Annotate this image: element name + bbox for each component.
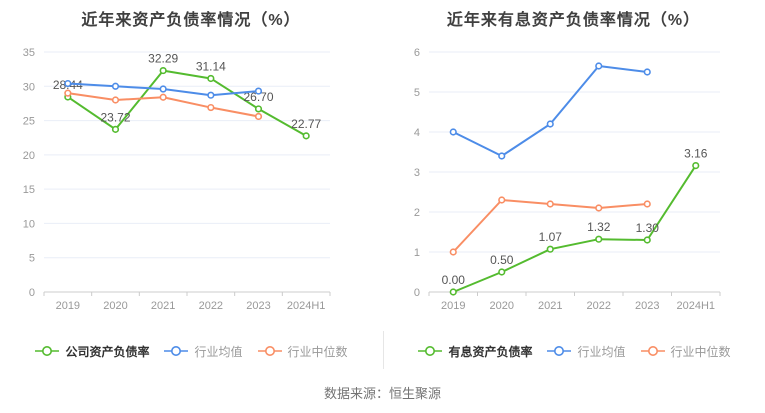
data-point-marker (111, 125, 120, 133)
legend-line-marker-icon (257, 346, 282, 356)
legend-line-marker-icon (640, 346, 665, 356)
legend-item-company-asset-liability-ratio[interactable]: 公司资产负债率 (34, 343, 149, 360)
legend-item-interest-bearing-ratio[interactable]: 有息资产负债率 (417, 343, 532, 360)
y-axis-label: 5 (414, 87, 420, 99)
data-point-marker (159, 85, 167, 93)
data-point-marker (546, 120, 554, 128)
data-point-marker (643, 68, 651, 76)
y-axis-label: 6 (414, 47, 420, 59)
data-point-marker (254, 87, 263, 95)
data-point-label: 22.77 (291, 117, 321, 131)
data-point-marker (111, 82, 120, 90)
chart-title-asset-liability: 近年来资产负债率情况（%） (81, 12, 301, 29)
data-point-marker (159, 66, 167, 75)
data-point-marker (643, 200, 651, 208)
data-point-label: 32.29 (148, 52, 178, 66)
legend-label: 行业均值 (194, 344, 243, 359)
line-chart-interest-bearing: 0 1 2 3 4 5 6 2019 2020 2021 2022 2023 2024H1 0.00 0.5… (414, 47, 721, 312)
data-point-label: 1.32 (587, 220, 611, 234)
data-point-marker (64, 89, 72, 97)
data-point-marker (643, 236, 651, 244)
data-point-label: 31.14 (196, 59, 226, 73)
legend-item-industry-average[interactable]: 行业均值 (546, 343, 626, 360)
data-point-label: 1.30 (636, 221, 660, 235)
legend-line-marker-icon (547, 346, 572, 356)
y-axis-label: 0 (29, 287, 35, 299)
data-point-marker (207, 103, 215, 112)
legend-divider (383, 331, 384, 369)
data-point-marker (692, 162, 700, 170)
legend-item-industry-average[interactable]: 行业均值 (163, 343, 243, 360)
line-chart-asset-liability: 0 5 10 15 20 25 30 35 2019 2020 2021 2022 2023 2024H1… (23, 47, 331, 312)
data-point-marker (498, 196, 506, 204)
data-point-marker (207, 74, 215, 83)
y-axis-label: 35 (23, 47, 35, 59)
x-axis-label: 2023 (635, 300, 659, 312)
y-axis-label: 15 (23, 184, 35, 196)
x-axis-label: 2021 (151, 300, 175, 312)
data-point-label: 3.16 (684, 147, 708, 161)
data-point-marker (254, 105, 263, 113)
legend-label: 行业中位数 (670, 344, 731, 359)
data-point-marker (449, 128, 457, 136)
legend-line-marker-icon (35, 346, 60, 356)
data-point-marker (595, 204, 603, 212)
data-point-marker (111, 96, 120, 104)
data-point-marker (449, 248, 457, 256)
y-axis-label: 30 (23, 81, 35, 93)
y-axis-label: 10 (23, 218, 35, 230)
legend-item-industry-median[interactable]: 行业中位数 (257, 343, 348, 360)
x-axis-label: 2022 (199, 300, 223, 312)
data-source-text: 数据来源：恒生聚源 (323, 386, 441, 401)
y-axis-label: 1 (414, 247, 420, 259)
data-point-marker (595, 235, 603, 243)
legend-line-marker-icon (164, 346, 189, 356)
y-axis-label: 5 (29, 253, 35, 265)
data-point-marker (302, 132, 310, 140)
x-axis-label: 2021 (538, 300, 562, 312)
legend-item-industry-median[interactable]: 行业中位数 (640, 343, 731, 360)
data-point-marker (595, 62, 603, 70)
x-axis-label: 2024H1 (676, 300, 715, 312)
legend-line-marker-icon (418, 346, 443, 356)
data-point-label: 1.07 (539, 230, 563, 244)
chart-title-interest-bearing: 近年来有息资产负债率情况（%） (446, 12, 701, 29)
x-axis-label: 2019 (56, 300, 80, 312)
data-point-marker (546, 245, 554, 253)
legend-interest-bearing: 有息资产负债率 行业均值 行业中位数 (383, 340, 765, 362)
data-point-marker (64, 79, 72, 88)
legend-label: 行业均值 (577, 344, 626, 359)
legend-label: 有息资产负债率 (448, 344, 533, 359)
x-axis-label: 2020 (103, 300, 127, 312)
y-axis-label: 4 (414, 127, 420, 139)
data-point-label: 0.00 (442, 273, 466, 287)
series-line (452, 164, 697, 293)
x-axis-label: 2023 (246, 300, 270, 312)
data-point-label: 0.50 (490, 253, 514, 267)
legend-label: 公司资产负债率 (65, 344, 150, 359)
y-axis-label: 3 (414, 167, 420, 179)
legend-label: 行业中位数 (287, 344, 348, 359)
y-axis-label: 2 (414, 207, 420, 219)
legend-asset-liability: 公司资产负债率 行业均值 行业中位数 (0, 340, 382, 362)
data-point-label: 23.72 (100, 110, 130, 124)
data-point-marker (159, 93, 167, 101)
series-line (66, 69, 308, 137)
data-point-marker (498, 152, 506, 160)
y-axis-label: 20 (23, 150, 35, 162)
y-axis-label: 0 (414, 287, 420, 299)
data-point-marker (207, 91, 215, 99)
x-axis-label: 2024H1 (287, 300, 326, 312)
data-point-marker (254, 112, 263, 121)
data-point-marker (546, 200, 554, 208)
x-axis-label: 2019 (441, 300, 465, 312)
data-point-marker (449, 288, 457, 296)
data-point-label: 26.70 (243, 90, 273, 104)
x-axis-label: 2022 (587, 300, 611, 312)
y-axis-label: 25 (23, 116, 35, 128)
data-point-marker (498, 268, 506, 276)
x-axis-label: 2020 (490, 300, 514, 312)
series-line (452, 65, 649, 157)
